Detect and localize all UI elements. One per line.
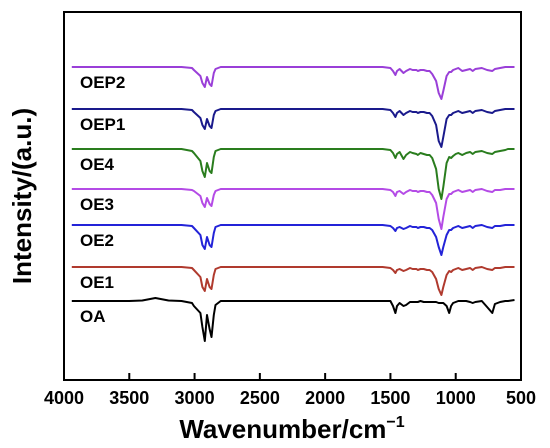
series-line-oa (71, 297, 515, 342)
x-tick-label-500: 500 (506, 388, 536, 408)
series-label-oe2: OE2 (80, 231, 114, 250)
plot-frame (63, 11, 522, 381)
x-axis-ticks (63, 373, 522, 380)
x-axis-tick-labels: 4000 3500 3000 2500 2000 1500 1000 500 (44, 388, 536, 408)
x-axis-title-main: Wavenumber/cm (179, 414, 386, 444)
x-tick-label-2000: 2000 (305, 388, 345, 408)
series-label-oep2: OEP2 (80, 73, 125, 92)
x-tick-label-3500: 3500 (109, 388, 149, 408)
x-axis-title-superscript: −1 (386, 414, 404, 431)
series-label-oep1: OEP1 (80, 115, 125, 134)
x-tick-label-1500: 1500 (370, 388, 410, 408)
x-tick-label-1000: 1000 (436, 388, 476, 408)
series-label-oa: OA (80, 307, 106, 326)
series-line-oe3 (71, 188, 515, 230)
series-label-oe3: OE3 (80, 195, 114, 214)
series-line-oep2 (71, 66, 515, 100)
series-line-oe2 (71, 224, 515, 256)
x-axis-title: Wavenumber/cm−1 (179, 414, 404, 444)
series-line-oe4 (71, 148, 515, 200)
x-tick-label-4000: 4000 (44, 388, 84, 408)
series-lines (71, 66, 515, 342)
series-label-oe1: OE1 (80, 273, 114, 292)
series-label-oe4: OE4 (80, 155, 115, 174)
x-tick-label-3000: 3000 (175, 388, 215, 408)
x-tick-label-2500: 2500 (240, 388, 280, 408)
y-axis-title: Intensity/(a.u.) (7, 108, 37, 284)
series-labels: OA OE1 OE2 OE3 OE4 OEP1 OEP2 (80, 73, 125, 326)
series-line-oep1 (71, 108, 515, 148)
series-line-oe1 (71, 266, 515, 296)
